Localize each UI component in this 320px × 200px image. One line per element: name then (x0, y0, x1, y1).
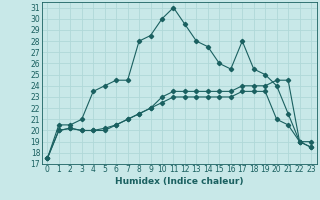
X-axis label: Humidex (Indice chaleur): Humidex (Indice chaleur) (115, 177, 244, 186)
